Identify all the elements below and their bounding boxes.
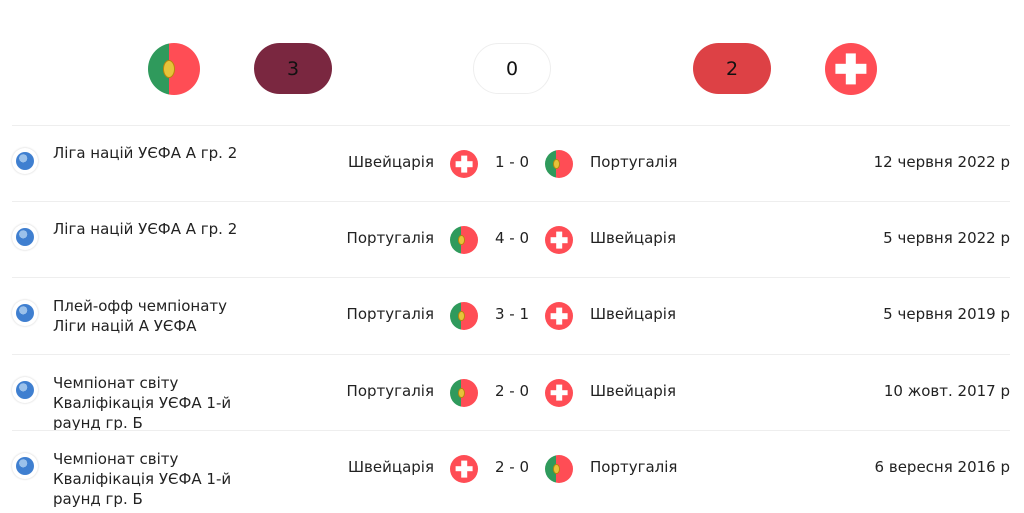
away-team[interactable]: Швейцарія [590,229,676,248]
draws-badge: 0 [473,43,551,94]
match-row[interactable]: Чемпіонат світу Кваліфікація УЄФА 1-й ра… [12,353,1010,432]
team1-wins-badge: 3 [254,43,332,94]
portugal-flag-icon [450,226,478,255]
competition-name: Ліга націй УЄФА А гр. 2 [53,220,238,239]
match-date: 5 червня 2019 р [883,305,1010,324]
competition-name: Плей-офф чемпіонату Ліги націй А УЄФА [53,297,228,336]
portugal-flag-icon [545,150,573,178]
switzerland-flag-icon [825,43,877,95]
match-score[interactable]: 2 - 0 [494,457,530,476]
switzerland-flag-icon [545,302,573,331]
away-team[interactable]: Португалія [590,457,678,476]
competition-name: Ліга націй УЄФА А гр. 2 [53,144,238,162]
match-score[interactable]: 2 - 0 [494,381,530,400]
home-team[interactable]: Португалія [346,381,434,400]
away-team[interactable]: Швейцарія [590,305,676,324]
switzerland-flag-icon [545,378,573,407]
globe-icon [12,300,38,327]
globe-icon [12,148,38,174]
team2-wins-badge: 2 [693,43,771,94]
match-date: 6 вересня 2016 р [874,457,1010,476]
globe-icon [12,452,38,479]
globe-icon [12,376,38,403]
home-team[interactable]: Португалія [346,229,434,248]
globe-icon [12,224,38,251]
match-date: 12 червня 2022 р [873,153,1010,171]
match-row[interactable]: Ліга націй УЄФА А гр. 2 Швейцарія 1 - 0 … [12,125,1010,202]
portugal-flag-icon [545,454,573,483]
match-date: 10 жовт. 2017 р [883,381,1010,400]
match-row[interactable]: Чемпіонат світу Кваліфікація УЄФА 1-й ра… [12,429,1010,508]
home-team[interactable]: Швейцарія [348,457,434,476]
competition-name: Чемпіонат світу Кваліфікація УЄФА 1-й ра… [53,373,232,432]
home-team[interactable]: Португалія [346,305,434,324]
away-team[interactable]: Португалія [590,153,678,171]
match-score[interactable]: 1 - 0 [494,153,530,171]
match-date: 5 червня 2022 р [883,229,1010,248]
match-row[interactable]: Ліга націй УЄФА А гр. 2 Португалія 4 - 0… [12,201,1010,278]
portugal-flag-icon [450,378,478,407]
match-score[interactable]: 4 - 0 [494,229,530,248]
match-row[interactable]: Плей-офф чемпіонату Ліги націй А УЄФА По… [12,277,1010,354]
switzerland-flag-icon [545,226,573,255]
match-score[interactable]: 3 - 1 [494,305,530,324]
portugal-flag-icon [148,43,200,95]
away-team[interactable]: Швейцарія [590,381,676,400]
competition-name: Чемпіонат світу Кваліфікація УЄФА 1-й ра… [53,449,232,508]
switzerland-flag-icon [450,454,478,483]
switzerland-flag-icon [450,150,478,178]
portugal-flag-icon [450,302,478,331]
home-team[interactable]: Швейцарія [348,153,434,171]
